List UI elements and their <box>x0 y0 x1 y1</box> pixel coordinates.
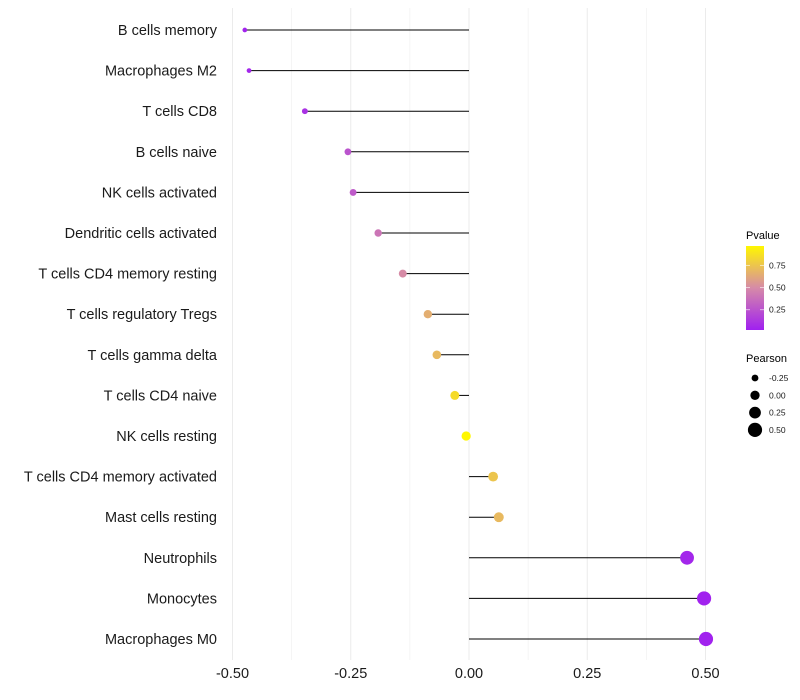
y-tick-label: T cells CD8 <box>142 104 217 120</box>
x-tick-label: 0.50 <box>691 666 719 682</box>
size-legend-point <box>749 406 761 419</box>
y-tick-label: Macrophages M2 <box>105 64 217 80</box>
lollipop-point <box>493 512 504 523</box>
lollipop-point <box>488 471 499 482</box>
y-tick-label: T cells CD4 memory activated <box>24 470 217 486</box>
size-legend-label: -0.25 <box>769 373 789 383</box>
y-tick-label: Macrophages M0 <box>105 632 217 648</box>
lollipop-point <box>344 148 352 156</box>
y-tick-label: Monocytes <box>147 591 217 607</box>
y-tick-label: T cells CD4 memory resting <box>38 267 217 283</box>
color-legend-label: 0.50 <box>769 283 786 293</box>
lollipop-point <box>432 350 442 360</box>
size-legend-label: 0.50 <box>769 425 786 435</box>
y-tick-label: T cells regulatory Tregs <box>67 307 217 323</box>
y-tick-label: Dendritic cells activated <box>65 226 217 242</box>
size-legend-point <box>751 374 759 382</box>
lollipop-point <box>246 68 252 73</box>
y-tick-label: B cells naive <box>136 145 217 161</box>
lollipop-point <box>696 591 712 606</box>
lollipop-point <box>374 229 382 237</box>
y-tick-label: Mast cells resting <box>105 510 217 526</box>
lollipop-point <box>349 188 357 196</box>
y-tick-label: NK cells resting <box>116 429 217 445</box>
x-tick-label: 0.00 <box>455 666 483 682</box>
x-tick-label: -0.25 <box>334 666 367 682</box>
lollipop-point <box>423 309 433 319</box>
size-legend-label: 0.25 <box>769 408 786 418</box>
y-tick-label: T cells CD4 naive <box>104 388 217 404</box>
lollipop-point <box>398 269 407 278</box>
lollipop-point <box>450 390 460 400</box>
y-tick-label: T cells gamma delta <box>88 348 218 364</box>
lollipop-point <box>698 631 714 647</box>
y-tick-label: Neutrophils <box>144 551 217 567</box>
lollipop-point <box>461 431 471 441</box>
color-bar <box>746 246 764 330</box>
color-legend-title: Pvalue <box>746 230 780 242</box>
size-legend-label: 0.00 <box>769 390 786 400</box>
y-tick-label: B cells memory <box>118 23 218 39</box>
size-legend-title: Pearson <box>746 353 787 365</box>
x-tick-label: -0.50 <box>216 666 249 682</box>
x-tick-label: 0.25 <box>573 666 601 682</box>
lollipop-point <box>680 550 694 565</box>
size-legend-point <box>747 422 763 437</box>
color-legend-label: 0.25 <box>769 305 786 315</box>
lollipop-point <box>301 108 308 115</box>
size-legend-point <box>750 390 760 400</box>
color-legend-label: 0.75 <box>769 260 786 270</box>
y-tick-label: NK cells activated <box>102 185 217 201</box>
lollipop-point <box>242 27 248 33</box>
